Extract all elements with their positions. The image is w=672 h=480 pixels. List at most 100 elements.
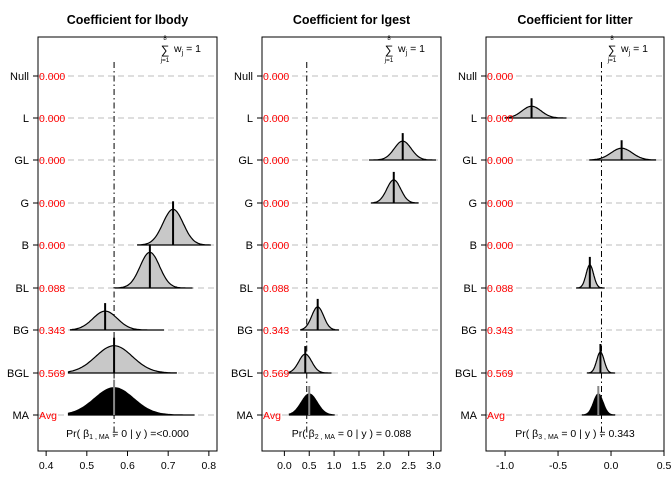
weight-label-g: 0.000 xyxy=(39,198,65,210)
weight-label-l: 0.000 xyxy=(39,113,65,125)
row-label-b: B xyxy=(22,240,29,252)
x-tick-label: 0.4 xyxy=(39,460,54,472)
row-label-bg: BG xyxy=(237,325,253,337)
row-label-bgl: BGL xyxy=(231,368,253,380)
avg-density xyxy=(67,387,195,416)
weight-label-null: 0.000 xyxy=(39,71,65,83)
x-tick-label: 0.0 xyxy=(604,460,619,472)
panel-title: Coefficient for litter xyxy=(517,13,632,27)
weight-label-b: 0.000 xyxy=(263,240,289,252)
panel-2: Coefficient for lgest Null L GL G B BL BG BGL MA 0… xyxy=(231,13,442,472)
row-label-g: G xyxy=(468,198,477,210)
weight-label-bg: 0.343 xyxy=(39,325,65,337)
sum-rhs: = 1 xyxy=(630,43,648,55)
sum-rhs: = 1 xyxy=(407,43,425,55)
footer-beta: β xyxy=(83,428,89,440)
weight-label-b: 0.000 xyxy=(39,240,65,252)
weight-label-bgl: 0.569 xyxy=(487,368,513,380)
footer-subscript: 2 , MA xyxy=(315,434,336,441)
row-label-bgl: BGL xyxy=(7,368,29,380)
row-label-l: L xyxy=(471,113,477,125)
weight-label-ma: Avg xyxy=(263,410,281,422)
density-b xyxy=(137,208,211,246)
row-label-bg: BG xyxy=(461,325,477,337)
x-tick-label: 2.0 xyxy=(377,460,392,472)
weight-label-g: 0.000 xyxy=(487,198,513,210)
x-tick-label: 0.0 xyxy=(277,460,292,472)
sum-sigma: ∑ xyxy=(608,43,617,57)
row-label-ma: MA xyxy=(237,410,254,422)
weight-label-ma: Avg xyxy=(487,410,505,422)
density-bl xyxy=(114,251,193,289)
density-bgl xyxy=(587,351,616,374)
panel-title: Coefficient for lbody xyxy=(67,13,189,27)
sum-sub: j xyxy=(181,50,184,57)
row-label-bl: BL xyxy=(464,283,477,295)
sum-text: wj = 1 xyxy=(620,43,648,57)
sum-sigma: ∑ xyxy=(161,43,170,57)
x-tick-label: -1.0 xyxy=(496,460,514,472)
density-bgl xyxy=(67,345,177,374)
sum-lower: j=1 xyxy=(384,57,394,64)
footer-subscript: 1 , MA xyxy=(89,434,110,441)
row-label-null: Null xyxy=(10,71,29,83)
panel-title: Coefficient for lgest xyxy=(293,13,411,27)
sum-upper: 8 xyxy=(163,36,167,42)
weight-label-gl: 0.000 xyxy=(39,155,65,167)
row-label-g: G xyxy=(244,198,253,210)
weight-label-bl: 0.088 xyxy=(487,283,513,295)
sum-rhs: = 1 xyxy=(183,43,201,55)
sum-sub: j xyxy=(405,50,408,57)
x-tick-label: 0.6 xyxy=(120,460,135,472)
sum-lower: j=1 xyxy=(160,57,170,64)
sum-upper: 8 xyxy=(387,36,391,42)
x-tick-label: 2.5 xyxy=(401,460,416,472)
sum-w: w xyxy=(620,43,629,55)
weight-label-null: 0.000 xyxy=(487,71,513,83)
weight-label-gl: 0.000 xyxy=(487,155,513,167)
row-label-bg: BG xyxy=(13,325,29,337)
x-tick-label: 0.5 xyxy=(302,460,317,472)
weight-label-bl: 0.088 xyxy=(39,283,65,295)
weight-label-bg: 0.343 xyxy=(263,325,289,337)
weight-label-bgl: 0.569 xyxy=(39,368,65,380)
x-tick-label: -0.5 xyxy=(549,460,567,472)
x-tick-label: 1.0 xyxy=(327,460,342,472)
weight-label-ma: Avg xyxy=(39,410,57,422)
footer-suffix: = 0 | y ) = 0.088 xyxy=(335,428,411,440)
row-label-bgl: BGL xyxy=(455,368,477,380)
density-gl xyxy=(589,147,657,161)
weight-label-bgl: 0.569 xyxy=(263,368,289,380)
footer-beta: β xyxy=(309,428,315,440)
weight-label-l: 0.000 xyxy=(263,113,289,125)
density-g xyxy=(370,179,419,204)
density-bg xyxy=(300,306,340,331)
sum-sub: j xyxy=(628,50,631,57)
panel-frame xyxy=(37,36,218,452)
weight-label-g: 0.000 xyxy=(263,198,289,210)
density-l xyxy=(504,105,567,119)
footer-suffix: = 0 | y ) = 0.343 xyxy=(558,428,634,440)
row-label-gl: GL xyxy=(462,155,477,167)
row-label-bl: BL xyxy=(240,283,253,295)
zero-probability-label: Pr( β1 , MA = 0 | y ) =<0.000 xyxy=(66,428,189,441)
sum-lower: j=1 xyxy=(607,57,617,64)
row-label-null: Null xyxy=(234,71,253,83)
footer-prefix: Pr( xyxy=(66,428,83,440)
footer-subscript: 3 , MA xyxy=(538,434,559,441)
footer-beta: β xyxy=(532,428,538,440)
weight-label-bl: 0.088 xyxy=(263,283,289,295)
footer-prefix: Pr( xyxy=(292,428,309,440)
row-label-g: G xyxy=(20,198,29,210)
row-label-ma: MA xyxy=(13,410,30,422)
panel-1: Coefficient for lbody Null L GL G B BL BG BGL MA 0… xyxy=(7,13,218,472)
row-label-l: L xyxy=(247,113,253,125)
x-tick-label: 0.8 xyxy=(202,460,217,472)
avg-density xyxy=(288,393,335,416)
sum-text: wj = 1 xyxy=(397,43,425,57)
density-bgl xyxy=(288,353,332,374)
weight-label-null: 0.000 xyxy=(263,71,289,83)
row-label-b: B xyxy=(246,240,253,252)
panel-frame xyxy=(261,36,442,452)
x-tick-label: 3.0 xyxy=(426,460,441,472)
